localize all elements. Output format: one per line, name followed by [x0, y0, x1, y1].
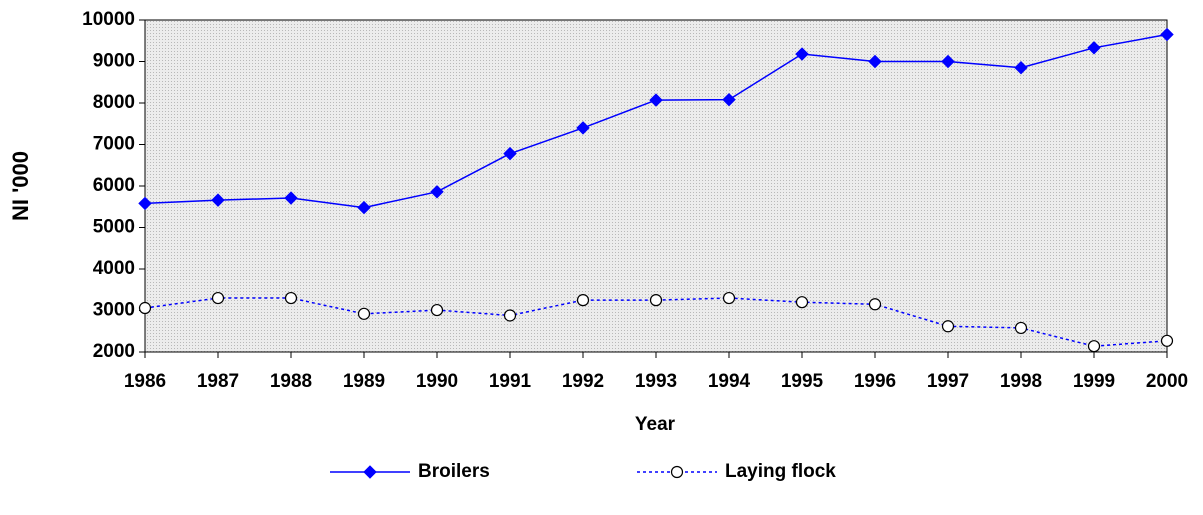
data-point: [503, 146, 517, 161]
y-tick-label: 5000: [93, 217, 135, 238]
data-point: [357, 200, 371, 215]
x-tick-label: 1989: [343, 371, 385, 392]
data-point: [357, 307, 371, 320]
data-point: [284, 191, 298, 205]
y-tick-label: 10000: [82, 9, 135, 30]
data-point: [138, 301, 152, 315]
x-tick-label: 1988: [270, 371, 312, 392]
data-point: [1160, 27, 1174, 42]
data-point: [138, 196, 152, 211]
data-point: [576, 121, 590, 135]
data-point: [795, 296, 809, 309]
data-point: [1160, 334, 1174, 347]
y-tick-label: 8000: [93, 92, 135, 113]
data-point: [649, 294, 663, 307]
y-tick-label: 3000: [93, 300, 135, 321]
x-tick-label: 1991: [489, 371, 532, 392]
data-point: [941, 320, 955, 333]
x-tick-label: 1998: [1000, 371, 1042, 392]
y-tick-label: 7000: [93, 134, 135, 155]
data-point: [795, 47, 809, 61]
data-point: [1087, 41, 1101, 55]
x-tick-label: 1994: [708, 371, 751, 392]
data-point: [722, 92, 736, 107]
data-point: [868, 298, 882, 311]
x-tick-label: 1990: [416, 371, 458, 392]
data-point: [722, 291, 736, 305]
legend-marker: [363, 465, 377, 479]
data-point: [868, 54, 882, 69]
x-tick-label: 1995: [781, 371, 824, 392]
x-tick-label: 1997: [927, 371, 969, 392]
y-tick-label: 2000: [93, 341, 135, 362]
x-tick-label: 1993: [635, 371, 677, 392]
data-point: [576, 294, 590, 307]
data-point: [503, 309, 517, 322]
x-tick-label: 1987: [197, 371, 239, 392]
data-point: [430, 303, 444, 317]
x-axis-label: Year: [635, 414, 676, 435]
data-point: [649, 93, 663, 107]
y-tick-label: 9000: [93, 51, 135, 72]
data-point: [1087, 340, 1101, 353]
data-point: [1014, 321, 1028, 335]
data-point: [941, 54, 955, 69]
legend-label: Laying flock: [725, 461, 836, 482]
data-point: [211, 193, 225, 207]
x-tick-label: 1996: [854, 371, 896, 392]
legend-label: Broilers: [418, 461, 490, 482]
data-point: [430, 185, 444, 199]
data-point: [211, 291, 225, 305]
x-tick-label: 1999: [1073, 371, 1115, 392]
y-tick-label: 4000: [93, 258, 135, 279]
x-tick-label: 1992: [562, 371, 604, 392]
series-line: [144, 297, 1168, 347]
x-tick-label: 2000: [1146, 371, 1188, 392]
y-axis-label: NI '000: [8, 151, 33, 221]
data-point: [1014, 61, 1028, 75]
y-tick-label: 6000: [93, 175, 135, 196]
data-point: [284, 291, 298, 305]
x-tick-label: 1986: [124, 371, 166, 392]
legend-marker: [670, 465, 684, 479]
